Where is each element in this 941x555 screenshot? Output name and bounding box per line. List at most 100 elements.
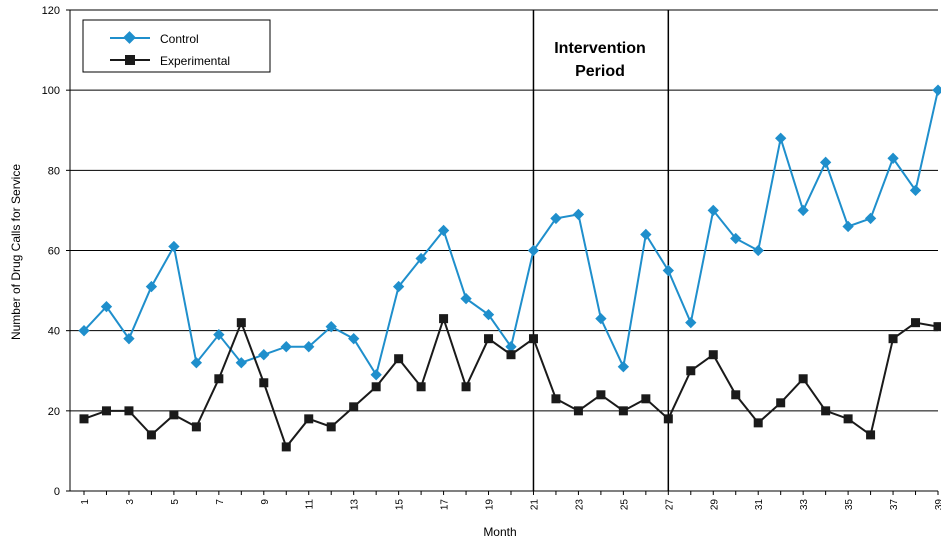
data-point-experimental: [214, 374, 223, 383]
data-point-experimental: [529, 334, 538, 343]
legend-experimental-marker: [125, 55, 135, 65]
data-point-experimental: [102, 406, 111, 415]
data-point-experimental: [776, 398, 785, 407]
legend-control-label: Control: [160, 32, 199, 46]
x-tick-label: 11: [305, 499, 316, 510]
data-point-experimental: [731, 390, 740, 399]
x-tick-label: 5: [170, 499, 181, 505]
data-point-control: [146, 281, 157, 292]
data-point-experimental: [417, 382, 426, 391]
annotation-line2: Period: [575, 63, 625, 80]
data-point-control: [932, 85, 941, 96]
data-point-experimental: [372, 382, 381, 391]
data-point-control: [775, 133, 786, 144]
data-point-control: [663, 265, 674, 276]
x-tick-label: 25: [619, 499, 630, 511]
data-point-experimental: [934, 322, 941, 331]
x-tick-label: 37: [889, 499, 900, 511]
legend-experimental-label: Experimental: [160, 54, 230, 68]
data-point-experimental: [394, 354, 403, 363]
series-group: [78, 85, 941, 452]
data-point-experimental: [596, 390, 605, 399]
data-point-control: [685, 317, 696, 328]
y-tick-label: 100: [42, 85, 60, 97]
data-point-experimental: [80, 414, 89, 423]
y-tick-label: 40: [48, 326, 60, 338]
data-point-experimental: [866, 430, 875, 439]
x-tick-label: 17: [440, 499, 451, 511]
data-point-experimental: [844, 414, 853, 423]
data-point-control: [371, 369, 382, 380]
legend: Control Experimental: [83, 20, 270, 72]
x-tick-label: 39: [934, 499, 941, 511]
data-point-experimental: [664, 414, 673, 423]
data-point-experimental: [124, 406, 133, 415]
data-point-control: [798, 205, 809, 216]
data-point-experimental: [889, 334, 898, 343]
data-point-experimental: [574, 406, 583, 415]
series-line-control: [84, 90, 938, 375]
data-point-experimental: [259, 378, 268, 387]
data-point-experimental: [686, 366, 695, 375]
x-tick-label: 27: [664, 499, 675, 511]
data-point-control: [640, 229, 651, 240]
data-point-experimental: [169, 410, 178, 419]
data-point-experimental: [799, 374, 808, 383]
x-tick-label: 7: [215, 499, 226, 505]
x-tick-label: 31: [754, 499, 765, 511]
data-point-experimental: [304, 414, 313, 423]
y-tick-label: 60: [48, 246, 60, 258]
data-point-experimental: [484, 334, 493, 343]
data-point-experimental: [641, 394, 650, 403]
data-point-experimental: [709, 350, 718, 359]
x-tick-label: 29: [709, 499, 720, 511]
series-experimental: [80, 314, 941, 451]
data-point-experimental: [462, 382, 471, 391]
series-line-experimental: [84, 319, 938, 447]
data-point-experimental: [754, 418, 763, 427]
data-point-control: [573, 209, 584, 220]
data-point-experimental: [327, 422, 336, 431]
data-point-experimental: [349, 402, 358, 411]
x-tick-label: 23: [574, 499, 585, 511]
x-tick-label: 19: [485, 499, 496, 511]
data-point-experimental: [439, 314, 448, 323]
x-tick-label: 9: [260, 499, 271, 505]
y-tick-label: 80: [48, 165, 60, 177]
y-tick-label: 120: [42, 5, 60, 17]
x-tick-label: 35: [844, 499, 855, 511]
x-tick-label: 3: [125, 499, 136, 505]
annotation: Intervention Period: [554, 40, 646, 80]
y-axis-title: Number of Drug Calls for Service: [9, 164, 23, 340]
x-tick-label: 21: [529, 499, 540, 511]
data-point-control: [842, 221, 853, 232]
data-point-experimental: [237, 318, 246, 327]
data-point-control: [865, 213, 876, 224]
annotation-line1: Intervention: [554, 40, 646, 57]
data-point-experimental: [911, 318, 920, 327]
data-point-control: [595, 313, 606, 324]
data-point-experimental: [147, 430, 156, 439]
data-point-experimental: [551, 394, 560, 403]
data-point-experimental: [821, 406, 830, 415]
x-axis-title: Month: [483, 525, 516, 539]
data-point-experimental: [507, 350, 516, 359]
data-point-experimental: [619, 406, 628, 415]
data-point-experimental: [282, 442, 291, 451]
data-point-control: [258, 349, 269, 360]
data-point-control: [281, 341, 292, 352]
x-tick-label: 1: [80, 499, 91, 505]
data-point-control: [348, 333, 359, 344]
series-control: [78, 85, 941, 381]
y-tick-label: 20: [48, 406, 60, 418]
x-tick-label: 33: [799, 499, 810, 511]
data-point-control: [753, 245, 764, 256]
data-point-control: [618, 361, 629, 372]
y-tick-label: 0: [54, 486, 60, 498]
x-tick-label: 15: [395, 499, 406, 511]
x-tick-label: 13: [350, 499, 361, 511]
data-point-experimental: [192, 422, 201, 431]
data-point-control: [820, 157, 831, 168]
